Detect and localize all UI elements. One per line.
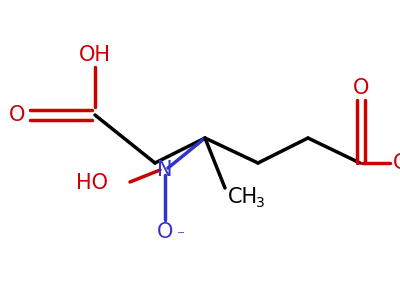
Text: O: O — [157, 222, 173, 242]
Text: HO: HO — [76, 173, 108, 193]
Text: CH: CH — [228, 187, 258, 207]
Text: O: O — [9, 105, 25, 125]
Text: ⁻: ⁻ — [177, 228, 185, 243]
Text: N: N — [157, 160, 173, 180]
Text: OH: OH — [393, 153, 400, 173]
Text: 3: 3 — [256, 196, 265, 210]
Text: O: O — [353, 78, 369, 98]
Text: OH: OH — [79, 45, 111, 65]
